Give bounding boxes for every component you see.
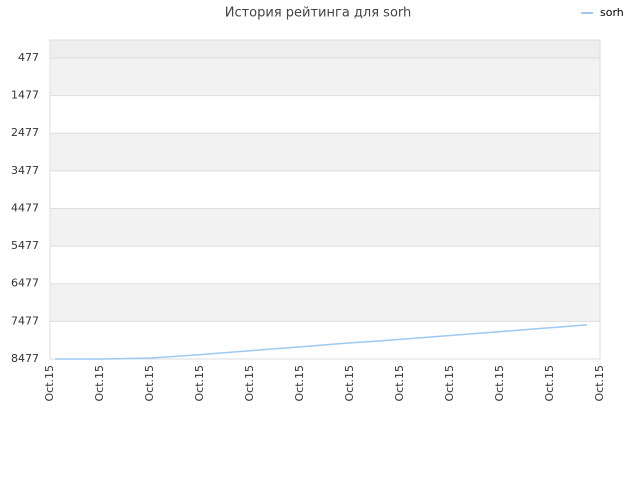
y-tick-label: 4477 xyxy=(11,201,39,214)
plot-band xyxy=(50,321,600,359)
x-tick-label: Oct.15 xyxy=(543,365,556,402)
x-tick-label: Oct.15 xyxy=(193,365,206,402)
plot-band xyxy=(50,133,600,171)
plot-band xyxy=(50,57,600,96)
x-tick-label: Oct.15 xyxy=(243,365,256,402)
x-tick-label: Oct.15 xyxy=(393,365,406,402)
x-tick-label: Oct.15 xyxy=(593,365,606,402)
y-tick-label: 6477 xyxy=(11,277,39,290)
plot-band xyxy=(50,246,600,284)
y-tick-label: 477 xyxy=(18,51,39,64)
chart-title: История рейтинга для sorh xyxy=(225,6,412,21)
plot-band xyxy=(50,283,600,322)
y-tick-label: 1477 xyxy=(11,89,39,102)
plot-band xyxy=(50,208,600,247)
y-tick-label: 3477 xyxy=(11,164,39,177)
legend-label: sorh xyxy=(600,6,624,19)
y-tick-label: 8477 xyxy=(11,352,39,365)
x-tick-label: Oct.15 xyxy=(293,365,306,402)
y-tick-label: 2477 xyxy=(11,126,39,139)
y-tick-label: 5477 xyxy=(11,239,39,252)
x-tick-label: Oct.15 xyxy=(93,365,106,402)
x-tick-label: Oct.15 xyxy=(443,365,456,402)
x-tick-label: Oct.15 xyxy=(143,365,156,402)
plot-band xyxy=(50,170,600,209)
x-tick-label: Oct.15 xyxy=(43,365,56,402)
x-tick-label: Oct.15 xyxy=(343,365,356,402)
line-series xyxy=(55,324,588,360)
x-tick-label: Oct.15 xyxy=(493,365,506,402)
y-tick-label: 7477 xyxy=(11,314,39,327)
plot-band xyxy=(50,95,600,134)
plot-top-band xyxy=(50,40,600,58)
